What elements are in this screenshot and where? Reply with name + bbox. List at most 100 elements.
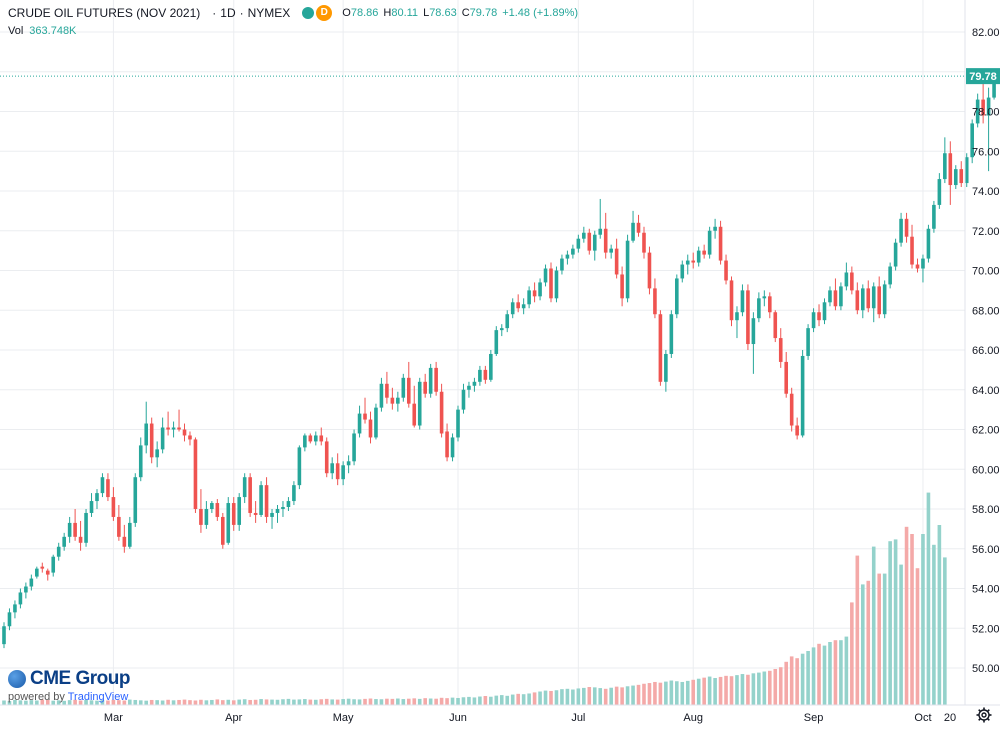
candle	[385, 371, 389, 404]
candle-body	[385, 383, 389, 398]
volume-bar	[253, 699, 258, 705]
volume-bar	[122, 700, 127, 705]
candle-body	[313, 435, 318, 442]
volume-bar	[778, 667, 783, 705]
volume-bar	[795, 658, 799, 705]
candle-body	[73, 522, 77, 537]
candle	[171, 421, 176, 438]
candle	[729, 276, 734, 327]
candle-body	[888, 266, 892, 285]
volume-bar	[636, 684, 641, 705]
volume-bar	[653, 681, 657, 705]
powered-by: powered by TradingView	[8, 691, 158, 703]
candle-body	[84, 512, 88, 543]
gear-icon[interactable]	[976, 707, 992, 723]
volume-bar	[751, 673, 756, 705]
exchange-label: NYMEX	[247, 6, 291, 20]
candle	[653, 278, 657, 319]
volume-bar	[718, 676, 723, 705]
candle-body	[111, 497, 116, 517]
candle	[521, 298, 526, 315]
candle-body	[67, 522, 72, 537]
candle	[675, 274, 679, 319]
volume-bar	[346, 698, 351, 705]
globe-icon	[8, 670, 26, 688]
volume-bar	[144, 700, 149, 705]
candle-body	[401, 377, 406, 398]
candle	[248, 473, 252, 517]
candle-body	[642, 232, 646, 253]
volume-bar	[680, 681, 685, 705]
candle	[401, 373, 406, 402]
candle-body	[89, 501, 94, 513]
candle-body	[368, 419, 373, 438]
candle	[412, 385, 417, 428]
candle	[160, 417, 165, 454]
candle-body	[149, 423, 154, 458]
candle-body	[904, 218, 909, 237]
candle	[297, 445, 302, 490]
candle-body	[587, 232, 592, 251]
candle	[740, 284, 745, 317]
volume-bar	[73, 699, 77, 705]
candle-body	[396, 397, 400, 404]
candle-body	[160, 427, 165, 450]
volume-bar	[215, 699, 220, 705]
interval-label[interactable]: 1D	[220, 6, 236, 20]
volume-bar	[231, 700, 236, 705]
candle	[773, 310, 778, 343]
symbol-title[interactable]: CRUDE OIL FUTURES (NOV 2021)	[8, 6, 201, 20]
candle	[538, 278, 542, 301]
candle	[117, 505, 121, 541]
candle-body	[379, 383, 384, 408]
candle-body	[330, 463, 334, 474]
candle-body	[986, 97, 991, 116]
candle-body	[18, 592, 23, 605]
candle-body	[417, 381, 422, 426]
price-tick-label: 70.00	[972, 266, 1000, 278]
candle	[406, 361, 411, 408]
candle	[423, 373, 427, 398]
candle	[483, 365, 488, 384]
candle	[2, 622, 6, 649]
candle	[806, 324, 810, 360]
candle-body	[538, 282, 542, 297]
candle	[833, 278, 838, 311]
candle	[625, 234, 630, 303]
candle	[986, 87, 991, 172]
candle	[795, 417, 799, 440]
time-axis[interactable]: Mar Apr May Jun Jul Aug Sep Oct 20	[104, 712, 956, 724]
header-separator: ·	[239, 6, 244, 20]
candle-body	[423, 381, 427, 394]
candle-body	[713, 226, 717, 231]
volume-bar	[199, 699, 203, 705]
candle	[259, 481, 263, 517]
candle	[155, 441, 159, 468]
candle-body	[264, 485, 269, 517]
candle-body	[625, 240, 630, 299]
candle-body	[275, 509, 280, 513]
candle	[680, 260, 685, 283]
candle-body	[374, 407, 378, 438]
candle-body	[576, 238, 581, 249]
last-price-badge	[966, 68, 1000, 85]
candle	[445, 423, 449, 462]
candle-body	[100, 477, 105, 494]
cme-group-logo[interactable]: CME Group powered by TradingView	[8, 668, 158, 708]
candle	[95, 489, 99, 509]
candle-body	[959, 169, 964, 184]
candle	[582, 226, 586, 243]
candle-body	[286, 501, 291, 508]
volume-legend[interactable]: Vol 363.748K	[8, 25, 76, 37]
candle-body	[560, 258, 564, 271]
price-axis[interactable]: 82.0080.0078.0076.0074.0072.0070.0068.00…	[972, 27, 1000, 675]
volume-bar	[724, 675, 728, 705]
volume-bar	[817, 643, 821, 705]
volume-bar	[893, 539, 898, 705]
price-tick-label: 56.00	[972, 544, 1000, 556]
candle	[560, 254, 564, 275]
candle-body	[297, 447, 302, 486]
candle	[543, 264, 548, 287]
